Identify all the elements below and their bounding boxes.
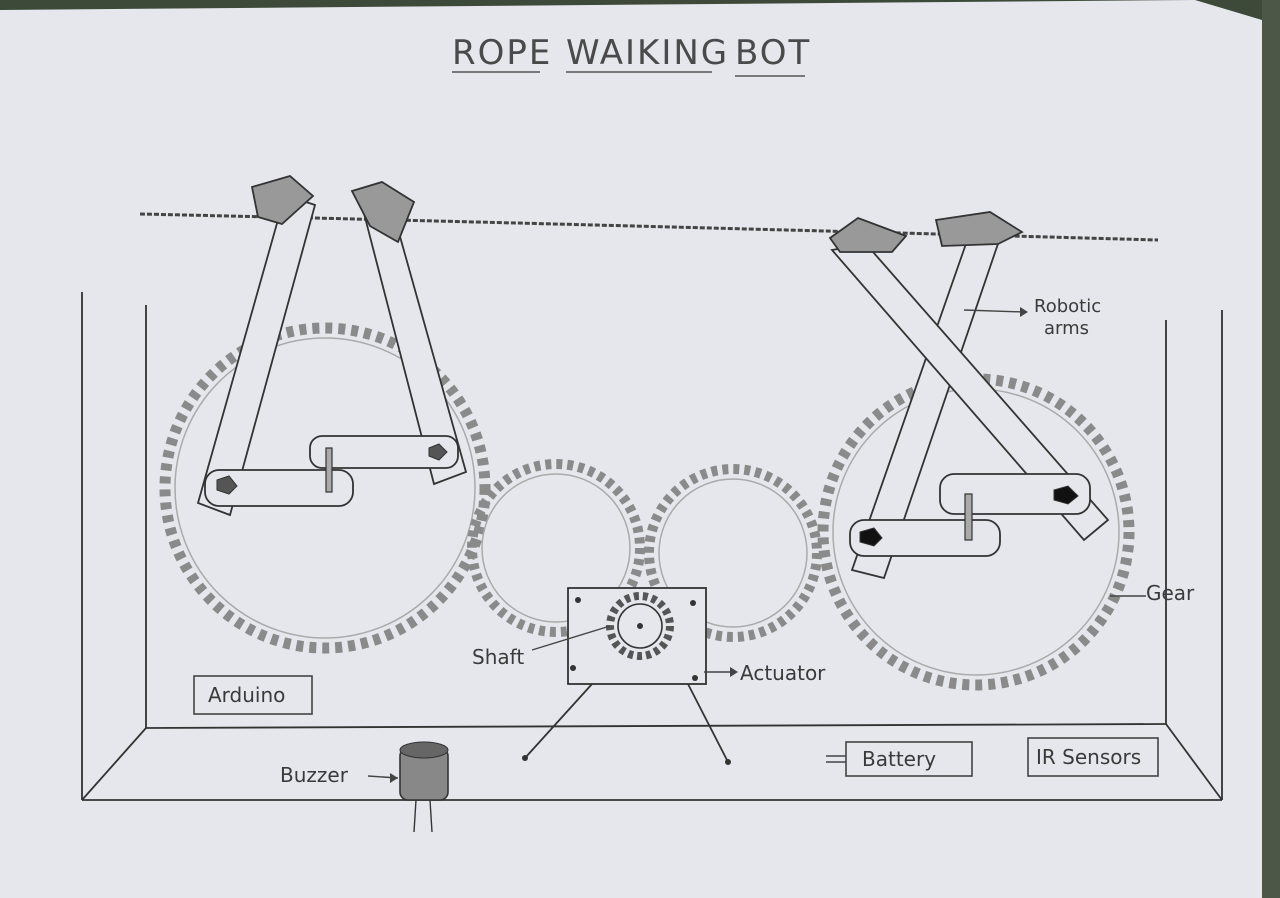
- left-robotic-arms: [196, 174, 468, 517]
- gear-label: Gear: [1146, 581, 1195, 605]
- title-word-rope: ROPE: [452, 33, 552, 73]
- title-word-walking: WAIKING: [566, 33, 729, 73]
- ir-sensors-box: IR Sensors: [1027, 737, 1159, 777]
- buzzer-label: Buzzer: [280, 763, 349, 787]
- shaft-label: Shaft: [472, 645, 524, 669]
- actuator-label: Actuator: [740, 661, 826, 685]
- shaft-gear: [606, 592, 674, 660]
- arduino-box: Arduino: [193, 675, 313, 715]
- battery-box: Battery: [826, 741, 973, 777]
- middle-left-gear: [467, 459, 645, 637]
- buzzer: Buzzer: [280, 741, 449, 833]
- ir-sensors-label: IR Sensors: [1036, 745, 1141, 769]
- paper-edge-dark: [1262, 0, 1280, 898]
- arduino-label: Arduino: [208, 683, 285, 707]
- actuator-callout: Actuator: [704, 661, 826, 685]
- battery-label: Battery: [862, 747, 936, 771]
- shaft-callout: Shaft: [472, 625, 611, 669]
- robotic-arms-label-line2: arms: [1044, 318, 1089, 339]
- title: ROPE WAIKING BOT: [452, 33, 811, 77]
- gear-callout: Gear: [1110, 581, 1195, 605]
- robotic-arms-callout: Robotic arms: [963, 296, 1101, 339]
- left-large-gear: [159, 322, 491, 654]
- right-robotic-arms: [828, 211, 1110, 580]
- robotic-arms-label-line1: Robotic: [1034, 296, 1101, 317]
- title-word-bot: BOT: [735, 33, 811, 73]
- middle-right-gear: [644, 464, 822, 642]
- box-frame: [81, 292, 1223, 801]
